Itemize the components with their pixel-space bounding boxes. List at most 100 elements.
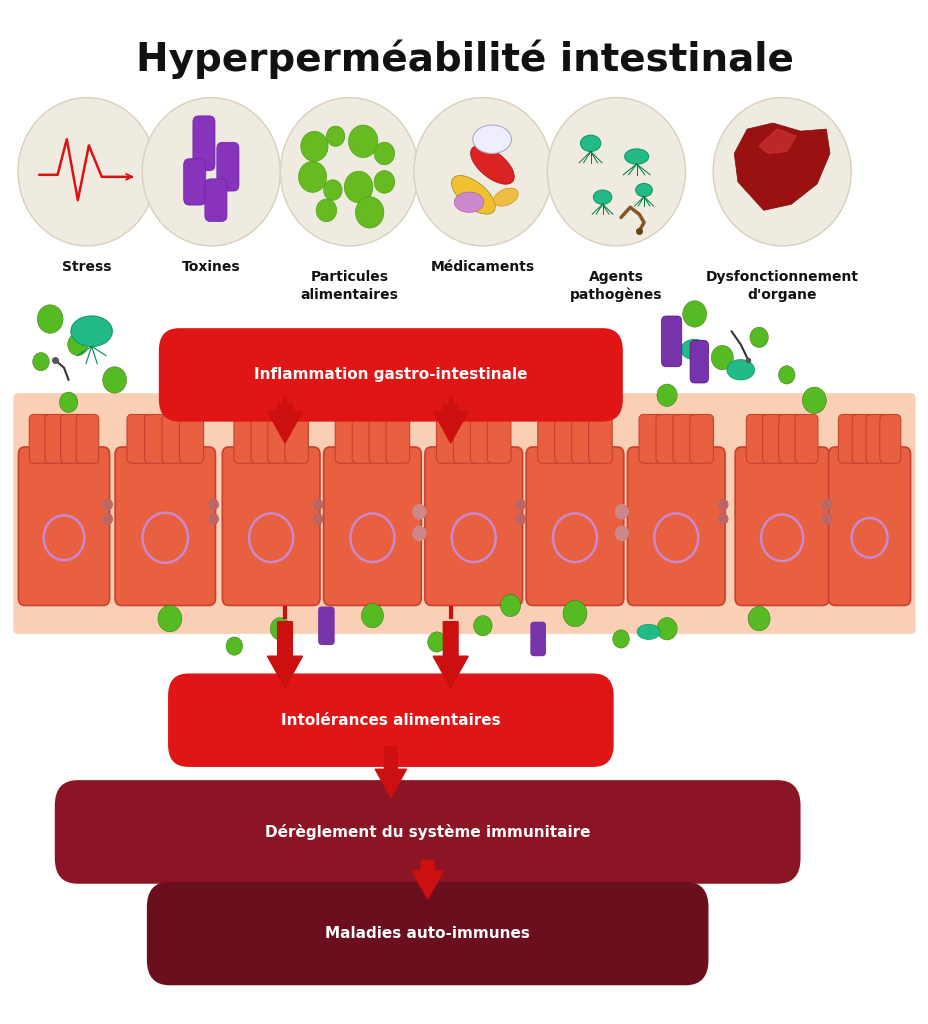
Text: Inflammation gastro-intestinale: Inflammation gastro-intestinale [254,368,527,382]
FancyBboxPatch shape [368,415,393,463]
FancyBboxPatch shape [588,415,612,463]
Circle shape [747,606,769,631]
FancyBboxPatch shape [251,415,274,463]
Text: Dysfonctionnement
d'organe: Dysfonctionnement d'organe [705,270,857,302]
Ellipse shape [726,359,754,380]
FancyBboxPatch shape [161,415,186,463]
Text: Dérèglement du système immunitaire: Dérèglement du système immunitaire [264,824,590,840]
FancyBboxPatch shape [778,415,801,463]
Ellipse shape [196,123,212,134]
Ellipse shape [580,135,600,152]
FancyBboxPatch shape [386,415,409,463]
FancyBboxPatch shape [745,415,768,463]
Ellipse shape [472,125,511,154]
Circle shape [615,526,627,541]
Circle shape [500,594,520,616]
FancyBboxPatch shape [216,142,238,191]
FancyBboxPatch shape [317,606,334,645]
FancyBboxPatch shape [323,447,420,605]
Circle shape [515,514,524,524]
Polygon shape [733,123,829,210]
FancyArrow shape [432,404,468,443]
Circle shape [749,327,767,347]
Circle shape [562,600,586,627]
FancyBboxPatch shape [13,393,915,634]
FancyBboxPatch shape [127,415,151,463]
FancyArrow shape [432,622,468,688]
Ellipse shape [219,148,236,160]
FancyBboxPatch shape [60,415,83,463]
FancyArrow shape [267,404,303,443]
Ellipse shape [18,97,156,246]
Text: Agents
pathogènes: Agents pathogènes [570,270,662,302]
Ellipse shape [208,184,224,195]
Circle shape [348,125,378,158]
FancyBboxPatch shape [525,447,623,605]
FancyBboxPatch shape [55,780,800,884]
Circle shape [301,131,328,162]
FancyBboxPatch shape [638,415,662,463]
Circle shape [413,505,425,519]
Circle shape [298,162,327,193]
FancyBboxPatch shape [115,447,215,605]
FancyBboxPatch shape [453,415,476,463]
Circle shape [515,500,524,510]
FancyBboxPatch shape [865,415,886,463]
FancyBboxPatch shape [794,415,817,463]
FancyBboxPatch shape [205,179,226,221]
Circle shape [682,301,706,327]
Circle shape [344,171,372,203]
Circle shape [612,630,628,648]
Ellipse shape [593,190,612,204]
Circle shape [103,500,112,510]
FancyBboxPatch shape [571,415,595,463]
Circle shape [656,617,677,640]
Circle shape [473,615,492,636]
FancyArrow shape [267,622,303,688]
FancyBboxPatch shape [145,415,168,463]
Circle shape [374,171,394,194]
Ellipse shape [196,153,212,164]
Ellipse shape [142,97,280,246]
Circle shape [326,126,344,146]
Circle shape [37,305,63,333]
Circle shape [313,500,322,510]
Text: Intolérances alimentaires: Intolérances alimentaires [281,713,500,728]
Circle shape [718,500,727,510]
Ellipse shape [71,316,112,346]
Ellipse shape [547,97,685,246]
Text: Toxines: Toxines [182,260,240,274]
Circle shape [59,392,78,413]
Ellipse shape [454,193,483,212]
FancyBboxPatch shape [159,328,622,422]
Circle shape [209,500,218,510]
Circle shape [68,333,88,355]
Circle shape [226,637,242,655]
FancyArrow shape [375,746,406,798]
Ellipse shape [280,97,418,246]
Circle shape [656,384,677,407]
Circle shape [413,526,425,541]
FancyBboxPatch shape [690,340,708,383]
FancyBboxPatch shape [554,415,578,463]
Ellipse shape [470,145,514,184]
FancyBboxPatch shape [537,415,561,463]
Text: Hyperperméabilité intestinale: Hyperperméabilité intestinale [135,40,793,79]
Circle shape [361,603,383,628]
FancyBboxPatch shape [690,415,713,463]
Text: Médicaments: Médicaments [431,260,535,274]
FancyBboxPatch shape [335,415,358,463]
Circle shape [103,514,112,524]
FancyBboxPatch shape [424,447,522,605]
Ellipse shape [187,165,203,175]
FancyBboxPatch shape [19,447,110,605]
Circle shape [822,500,831,510]
Circle shape [323,180,342,201]
Ellipse shape [187,188,203,200]
Ellipse shape [451,175,495,214]
FancyBboxPatch shape [222,447,319,605]
FancyBboxPatch shape [352,415,375,463]
FancyBboxPatch shape [655,415,679,463]
FancyBboxPatch shape [179,415,203,463]
Text: Stress: Stress [62,260,111,274]
